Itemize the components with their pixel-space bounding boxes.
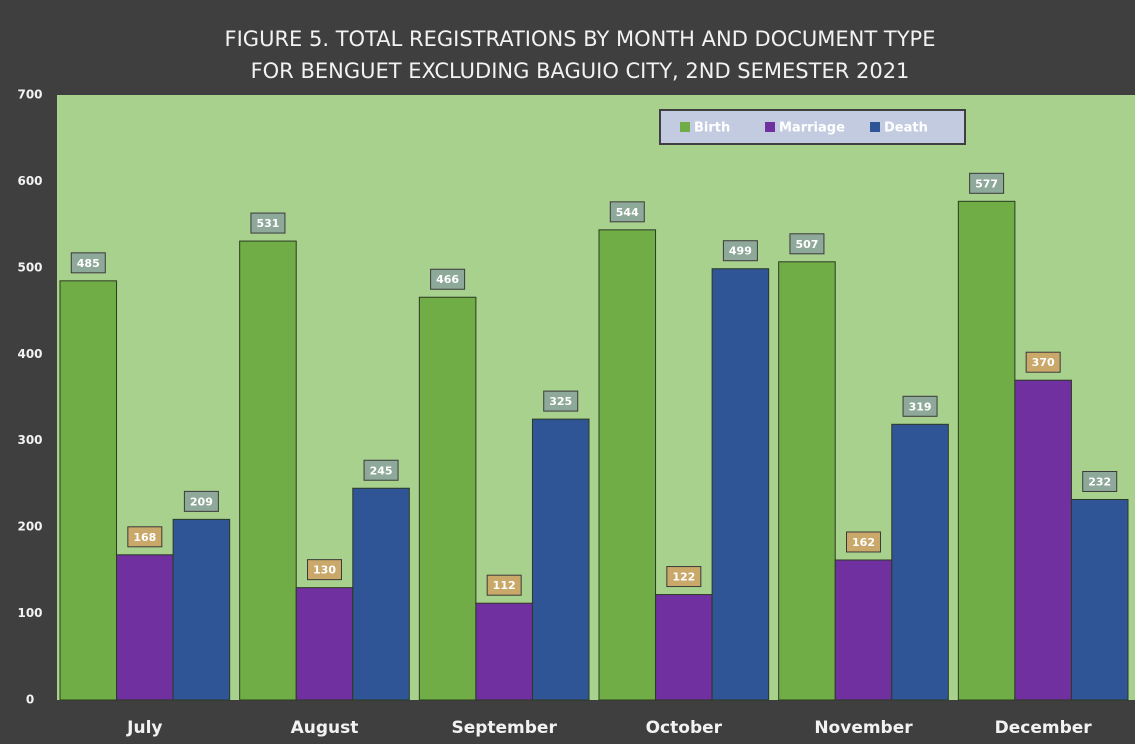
legend-swatch <box>870 122 880 132</box>
bar <box>475 602 533 701</box>
legend-swatch <box>765 122 775 132</box>
value-label: 319 <box>909 400 932 413</box>
bar <box>598 229 657 701</box>
value-label-box <box>127 526 163 548</box>
y-tick-label: 400 <box>17 347 42 361</box>
legend-label: Marriage <box>779 121 845 136</box>
bar <box>655 594 713 701</box>
y-tick-label: 600 <box>17 174 42 188</box>
value-label-box <box>1082 470 1118 492</box>
x-tick-label: September <box>451 718 557 738</box>
bar <box>834 559 893 701</box>
y-tick-label: 500 <box>17 260 42 274</box>
value-label-box <box>307 559 342 581</box>
y-tick-label: 200 <box>17 520 42 534</box>
bar <box>531 418 590 701</box>
value-label-box <box>363 459 399 481</box>
value-label: 577 <box>975 177 998 190</box>
bar <box>295 587 354 701</box>
value-label: 122 <box>672 571 695 584</box>
value-label: 466 <box>436 273 459 286</box>
value-label: 485 <box>77 257 100 270</box>
y-tick-label: 0 <box>26 693 34 707</box>
value-label-box <box>430 268 466 290</box>
value-label: 507 <box>795 238 818 251</box>
x-tick-label: December <box>995 718 1093 738</box>
value-label: 370 <box>1032 356 1055 369</box>
x-tick-label: August <box>291 718 359 738</box>
value-label: 162 <box>852 536 875 549</box>
bar <box>957 200 1016 701</box>
bar <box>1014 379 1072 701</box>
bar <box>1070 498 1129 701</box>
legend-swatch <box>680 122 690 132</box>
value-label: 245 <box>370 464 393 477</box>
value-label-box <box>543 390 579 412</box>
value-label: 168 <box>133 531 156 544</box>
value-label-box <box>1025 351 1061 373</box>
value-label-box <box>183 490 219 512</box>
value-label: 209 <box>190 495 213 508</box>
x-tick-label: July <box>126 718 162 738</box>
value-label: 325 <box>549 395 572 408</box>
x-tick-label: October <box>646 718 723 738</box>
x-tick-label: November <box>814 718 913 738</box>
bar <box>418 296 477 701</box>
value-label: 232 <box>1088 475 1111 488</box>
value-label-box <box>722 240 758 262</box>
y-tick-label: 700 <box>17 88 42 102</box>
value-label-box <box>250 212 286 234</box>
chart-subtitle: FOR BENGUET EXCLUDING BAGUIO CITY, 2ND S… <box>251 59 910 83</box>
value-label-box <box>902 395 938 417</box>
value-label-box <box>609 201 645 223</box>
bar <box>891 423 949 701</box>
legend-box <box>659 109 966 145</box>
bar <box>116 554 174 701</box>
value-label-box <box>666 566 702 588</box>
legend-label: Birth <box>694 121 730 136</box>
y-tick-label: 100 <box>17 606 42 620</box>
bar <box>239 240 297 701</box>
value-label-box <box>789 233 825 255</box>
value-label: 499 <box>729 245 752 258</box>
plot-area <box>57 95 1135 700</box>
y-tick-label: 300 <box>17 433 42 447</box>
value-label-box <box>969 172 1005 194</box>
chart-title: FIGURE 5. TOTAL REGISTRATIONS BY MONTH A… <box>225 27 936 51</box>
value-label-box <box>70 252 106 274</box>
legend-label: Death <box>884 121 928 136</box>
value-label-box <box>486 574 522 596</box>
value-label: 130 <box>313 564 336 577</box>
bar <box>59 280 118 701</box>
bar <box>172 518 231 701</box>
value-label: 531 <box>256 217 279 230</box>
value-label-box <box>846 531 881 553</box>
value-label: 544 <box>616 206 639 219</box>
bar <box>711 268 770 701</box>
value-label: 112 <box>493 579 516 592</box>
bar <box>352 487 410 701</box>
bar <box>778 261 836 701</box>
